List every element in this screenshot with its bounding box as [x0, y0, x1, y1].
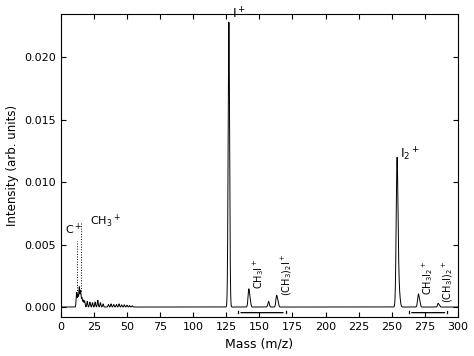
Text: (CH$_3$)$_2$I$^+$: (CH$_3$)$_2$I$^+$ [279, 253, 294, 296]
X-axis label: Mass (m/z): Mass (m/z) [225, 337, 293, 350]
Text: (CH$_3$I)$_2$$^+$: (CH$_3$I)$_2$$^+$ [441, 261, 456, 303]
Text: CH$_3$I$^+$: CH$_3$I$^+$ [251, 259, 265, 289]
Text: I$^+$: I$^+$ [231, 6, 246, 22]
Text: CH$_3$I$_2$$^+$: CH$_3$I$_2$$^+$ [420, 260, 435, 294]
Y-axis label: Intensity (arb. units): Intensity (arb. units) [6, 105, 18, 226]
Text: C$^+$: C$^+$ [65, 222, 82, 237]
Text: CH$_3$$^+$: CH$_3$$^+$ [90, 213, 120, 230]
Text: I$_2$$^+$: I$_2$$^+$ [400, 146, 419, 163]
